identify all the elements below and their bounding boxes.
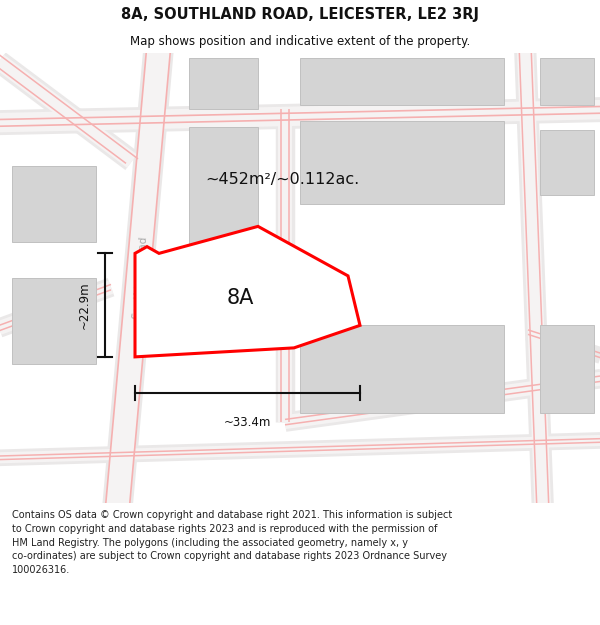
Bar	[300, 58, 504, 105]
Bar	[540, 326, 594, 413]
Polygon shape	[135, 226, 360, 357]
Bar	[300, 121, 504, 204]
Text: 8A, SOUTHLAND ROAD, LEICESTER, LE2 3RJ: 8A, SOUTHLAND ROAD, LEICESTER, LE2 3RJ	[121, 8, 479, 22]
Bar	[12, 166, 96, 242]
Bar	[189, 127, 258, 260]
Text: ~22.9m: ~22.9m	[77, 281, 91, 329]
Bar	[540, 58, 594, 105]
Text: Contains OS data © Crown copyright and database right 2021. This information is : Contains OS data © Crown copyright and d…	[12, 511, 452, 575]
Bar	[540, 129, 594, 195]
Text: Southland Road: Southland Road	[133, 237, 149, 319]
Text: ~33.4m: ~33.4m	[224, 416, 271, 429]
Bar	[300, 326, 504, 413]
Bar	[12, 278, 96, 364]
Text: 8A: 8A	[226, 288, 254, 308]
Text: ~452m²/~0.112ac.: ~452m²/~0.112ac.	[205, 172, 359, 187]
Text: Map shows position and indicative extent of the property.: Map shows position and indicative extent…	[130, 35, 470, 48]
Bar	[189, 58, 258, 109]
